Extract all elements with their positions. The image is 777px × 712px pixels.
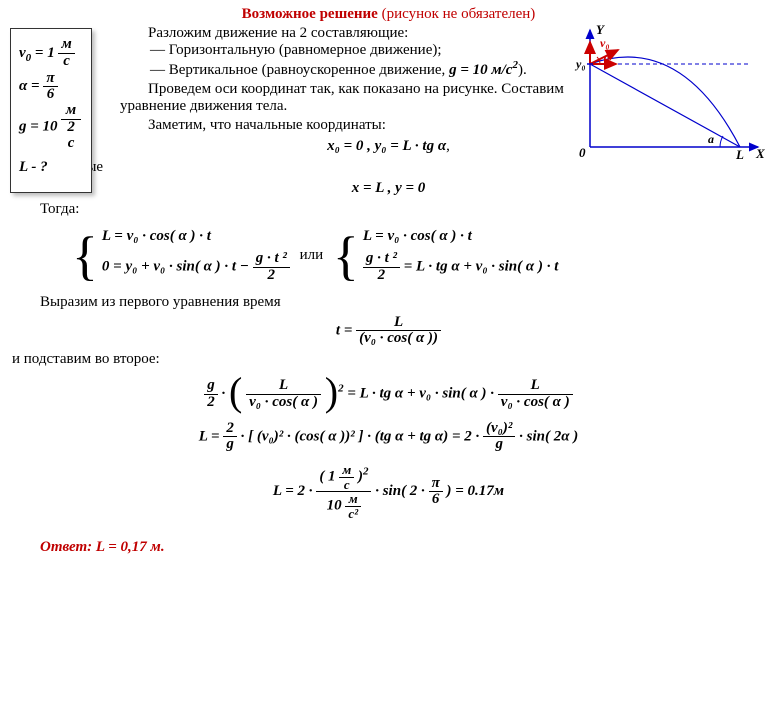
systems-or: или	[300, 247, 324, 263]
title-rest: (рисунок не обязателен)	[378, 6, 535, 22]
given-g: g = 10 м 2c	[19, 103, 81, 151]
eq-subst: g2 · ( Lv₀ · cos( α ) )2 = L · tg α + v₀…	[12, 378, 765, 521]
label-O: 0	[579, 145, 586, 160]
label-alpha: α	[604, 52, 611, 64]
bullet-1: Горизонтальную (равномерное движение);	[150, 42, 565, 59]
solution-title: Возможное решение (рисунок не обязателен…	[12, 6, 765, 23]
trajectory-diagram: Y X 0 y₀ L a v₀ α	[570, 22, 765, 172]
para-3: Заметим, что начальные координаты:	[120, 117, 565, 134]
eq-systems: { L = v₀ · cos( α ) · t 0 = y₀ + v₀ · si…	[72, 222, 765, 290]
para-2: Проведем оси координат так, как показано…	[120, 81, 565, 115]
label-Y: Y	[596, 22, 605, 37]
eq-final: x = L , y = 0	[12, 180, 765, 197]
given-alpha: α = π6	[19, 70, 81, 103]
diagram-svg: Y X 0 y₀ L a v₀ α	[570, 22, 765, 167]
para-6: Выразим из первого уравнения время	[12, 294, 765, 311]
para-7: и подставим во второе:	[12, 351, 765, 368]
label-v0: v₀	[600, 36, 610, 50]
para-5: Тогда:	[12, 201, 765, 218]
label-X: X	[755, 146, 765, 161]
label-a: a	[708, 132, 714, 146]
title-bold: Возможное решение	[242, 6, 378, 22]
label-L: L	[735, 147, 744, 162]
para-1: Разложим движение на 2 составляющие:	[120, 25, 565, 42]
system-2: { L = v₀ · cos( α ) · t g · t ²2 = L · t…	[333, 222, 558, 290]
given-v0: v0 = 1 мc	[19, 37, 81, 70]
answer: Ответ: L = 0,17 м.	[12, 539, 765, 556]
label-y0: y₀	[574, 57, 586, 71]
body-column: Разложим движение на 2 составляющие: Гор…	[120, 25, 565, 134]
bullet-2: Вертикальное (равноускоренное движение, …	[150, 59, 565, 79]
system-1: { L = v₀ · cos( α ) · t 0 = y₀ + v₀ · si…	[72, 222, 290, 290]
given-L: L - ?	[19, 151, 81, 184]
given-box: v0 = 1 мc α = π6 g = 10 м 2c L - ?	[10, 28, 92, 193]
eq-t: t = L(v₀ · cos( α ))	[12, 315, 765, 348]
